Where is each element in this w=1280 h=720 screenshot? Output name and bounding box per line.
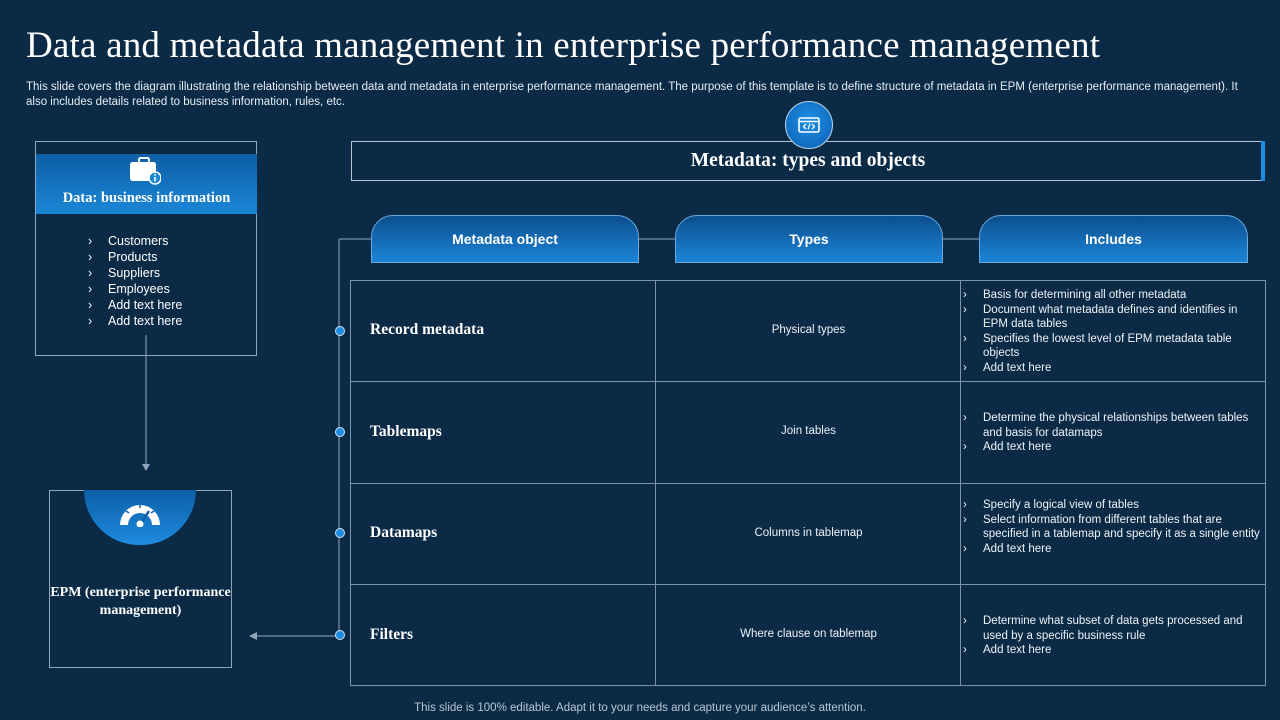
list-item: Add text here — [963, 440, 1263, 455]
list-item: Determine what subset of data gets proce… — [963, 614, 1263, 643]
data-items-list: Customers Products Suppliers Employees A… — [88, 233, 182, 329]
row-type: Physical types — [771, 324, 846, 336]
row-includes-list: Specify a logical view of tables Select … — [963, 498, 1263, 556]
row-type: Columns in tablemap — [754, 527, 863, 539]
list-item: Add text here — [88, 313, 182, 329]
metadata-icon-badge — [785, 101, 833, 149]
list-item: Specify a logical view of tables — [963, 498, 1263, 513]
row-type: Where clause on tablemap — [740, 628, 877, 640]
list-item: Specifies the lowest level of EPM metada… — [963, 332, 1263, 361]
list-item: Add text here — [963, 643, 1263, 658]
page-subtitle: This slide covers the diagram illustrati… — [26, 81, 1238, 108]
list-item: Basis for determining all other metadata — [963, 288, 1263, 303]
briefcase-info-icon — [130, 157, 161, 185]
row-object-filters: Filters — [370, 626, 414, 643]
footer-note: This slide is 100% editable. Adapt it to… — [414, 702, 866, 714]
row-connector-dot — [335, 528, 345, 538]
list-item: Suppliers — [88, 265, 182, 281]
row-object-tablemaps: Tablemaps — [370, 423, 442, 440]
column-header-types: Types — [675, 215, 943, 263]
row-type: Join tables — [781, 425, 836, 437]
row-connector-dot — [335, 326, 345, 336]
list-item: Customers — [88, 233, 182, 249]
table-divider — [350, 483, 1266, 484]
list-item: Products — [88, 249, 182, 265]
list-item: Employees — [88, 281, 182, 297]
row-includes-list: Determine the physical relationships bet… — [963, 411, 1263, 455]
list-item: Add text here — [88, 297, 182, 313]
data-box — [35, 141, 257, 356]
metadata-title: Metadata: types and objects — [690, 150, 926, 171]
epm-label: EPM (enterprise performance management) — [50, 585, 231, 618]
row-includes-list: Determine what subset of data gets proce… — [963, 614, 1263, 658]
row-object-record-metadata: Record metadata — [370, 321, 485, 338]
gauge-icon — [120, 505, 160, 527]
list-item: Document what metadata defines and ident… — [963, 303, 1263, 332]
code-window-icon — [798, 117, 820, 133]
row-connector-dot — [335, 427, 345, 437]
list-item: Add text here — [963, 542, 1263, 557]
column-header-includes: Includes — [979, 215, 1248, 263]
column-header-metadata-object: Metadata object — [371, 215, 639, 263]
list-item: Select information from different tables… — [963, 513, 1263, 542]
table-divider — [350, 584, 1266, 585]
row-connector-dot — [335, 630, 345, 640]
page-title: Data and metadata management in enterpri… — [26, 25, 1101, 66]
table-divider — [350, 381, 1266, 382]
data-box-heading: Data: business information — [62, 190, 231, 206]
metadata-header-accent — [1261, 141, 1265, 181]
list-item: Determine the physical relationships bet… — [963, 411, 1263, 440]
row-includes-list: Basis for determining all other metadata… — [963, 288, 1263, 375]
row-object-datamaps: Datamaps — [370, 524, 438, 541]
list-item: Add text here — [963, 361, 1263, 376]
